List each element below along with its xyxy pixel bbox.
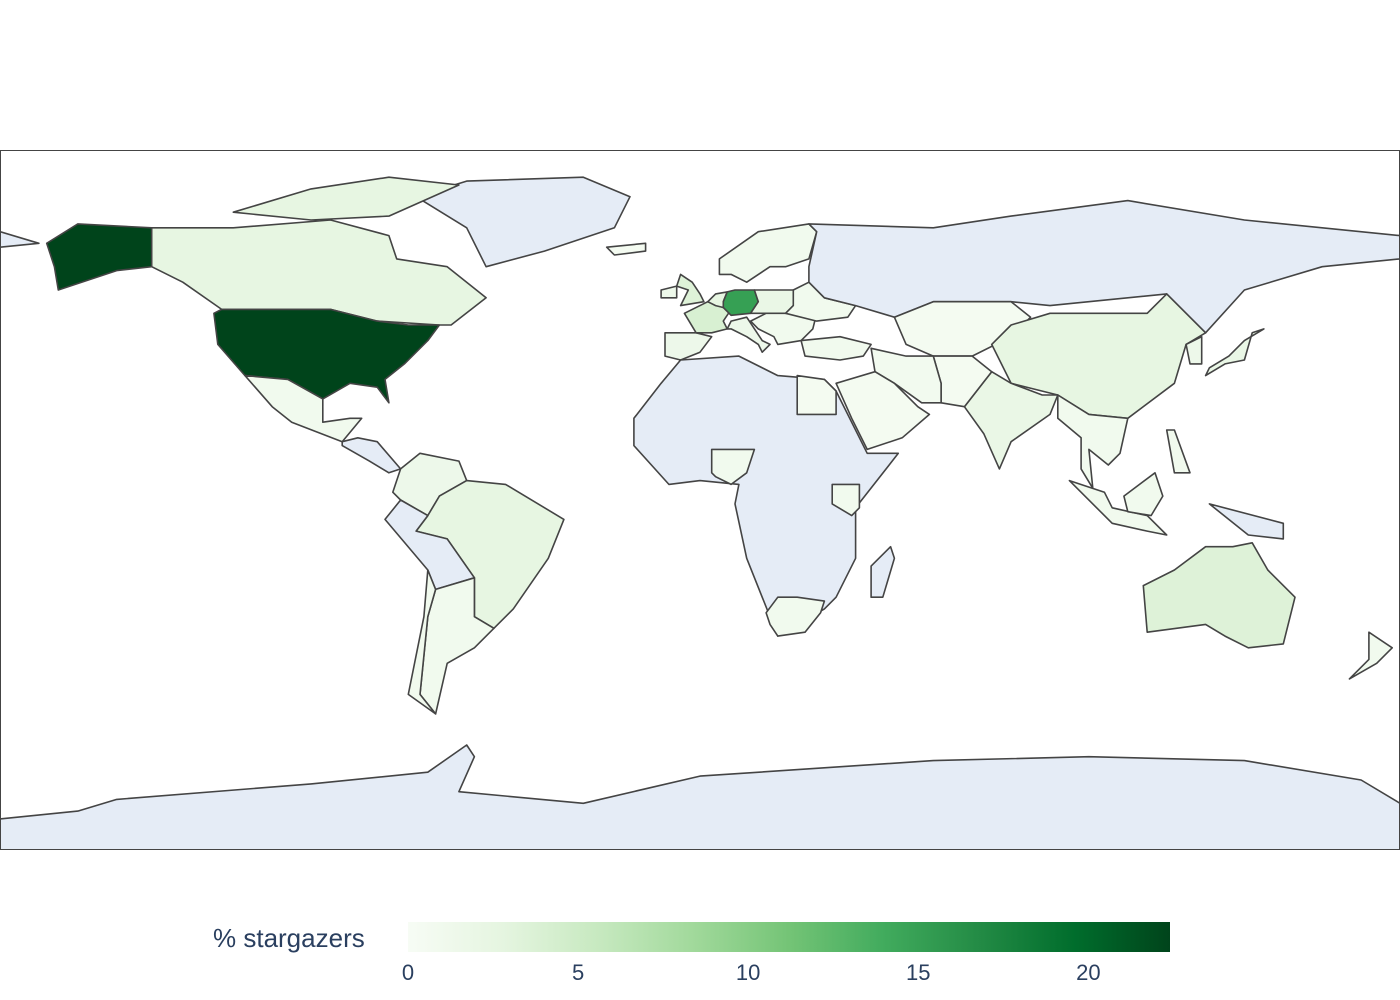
colorbar-tick: 0 <box>401 960 415 985</box>
country-greenland[interactable] <box>415 176 631 268</box>
country-borneo[interactable] <box>1123 471 1164 517</box>
colorbar-title: % stargazers <box>213 923 365 953</box>
country-uk[interactable] <box>675 273 705 307</box>
colorbar-tick: 15 <box>906 960 931 985</box>
country-egypt[interactable] <box>796 374 837 416</box>
country-iceland[interactable] <box>605 242 647 256</box>
country-mexico[interactable] <box>244 374 363 443</box>
colorbar-tick: 5 <box>571 960 585 985</box>
country-iberia[interactable] <box>664 332 713 361</box>
colorbar-tick: 10 <box>735 960 761 985</box>
country-kenya[interactable] <box>831 483 861 517</box>
country-canada-arctic[interactable] <box>232 176 460 221</box>
choropleth-map[interactable] <box>0 150 1400 850</box>
country-turkey[interactable] <box>800 335 872 361</box>
country-philippines[interactable] <box>1165 429 1191 474</box>
colorbar <box>408 922 1170 952</box>
country-korea[interactable] <box>1185 335 1203 365</box>
country-australia[interactable] <box>1142 541 1296 649</box>
country-southeast-asia[interactable] <box>1057 394 1129 490</box>
country-india[interactable] <box>963 370 1059 470</box>
country-japan[interactable] <box>1204 328 1265 377</box>
country-canada[interactable] <box>150 219 487 326</box>
country-balkans[interactable] <box>749 312 818 346</box>
country-africa[interactable] <box>633 355 900 637</box>
country-madagascar[interactable] <box>870 545 896 599</box>
country-south-africa[interactable] <box>765 596 826 637</box>
country-arabia[interactable] <box>835 370 931 451</box>
country-new-guinea[interactable] <box>1208 503 1285 540</box>
country-scandinavia[interactable] <box>718 223 818 283</box>
colorbar-tick: 20 <box>1076 960 1101 985</box>
country-chile[interactable] <box>407 569 437 715</box>
country-antarctica[interactable] <box>0 744 1400 850</box>
country-central-america[interactable] <box>341 436 402 474</box>
country-sumatra-java[interactable] <box>1068 479 1168 536</box>
country-alaska[interactable] <box>45 223 153 291</box>
country-nigeria[interactable] <box>710 448 756 486</box>
country-russia-east[interactable] <box>0 230 40 248</box>
country-ireland[interactable] <box>660 285 678 299</box>
country-new-zealand[interactable] <box>1348 631 1393 680</box>
country-italy[interactable] <box>726 316 771 353</box>
